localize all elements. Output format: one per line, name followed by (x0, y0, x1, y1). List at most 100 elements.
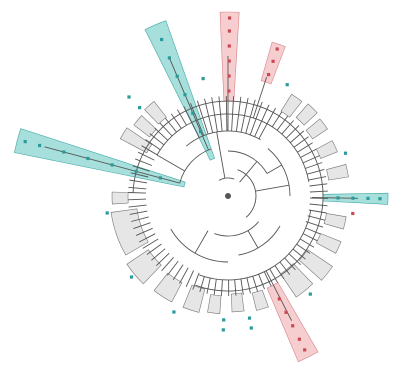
branch-57 (269, 268, 279, 284)
tip-marker-17 (134, 169, 138, 173)
branch-30 (276, 115, 289, 131)
clade-highlight-layer (14, 11, 389, 363)
collapsed-clade-18 (126, 249, 162, 285)
branch-arc-11 (237, 169, 257, 218)
branch-arc-12 (218, 177, 235, 181)
branch-39 (306, 168, 325, 175)
branch-72 (172, 264, 184, 280)
collapsed-clade-16 (182, 284, 206, 313)
branch-27 (254, 104, 270, 137)
branch-42 (309, 190, 328, 193)
branch-arc-5 (267, 148, 291, 197)
collapsed-clade-8 (326, 164, 349, 181)
tip-marker-19 (86, 156, 90, 161)
highlight-teal-top-left (144, 20, 215, 161)
branch-70 (185, 270, 195, 287)
tip-marker-27 (277, 297, 281, 301)
branch-50 (299, 238, 315, 248)
tip-marker-43 (105, 211, 109, 215)
branch-12 (164, 117, 177, 133)
branch-97 (255, 184, 290, 192)
tip-marker-16 (158, 176, 162, 180)
branch-74 (161, 257, 174, 272)
tip-marker-8 (227, 74, 231, 78)
tip-marker-14 (271, 59, 275, 63)
branch-28 (258, 107, 276, 140)
tip-marker-6 (160, 37, 164, 42)
branch-54 (284, 257, 296, 271)
tip-marker-32 (138, 106, 142, 110)
branch-85 (128, 198, 147, 201)
branch-21 (225, 95, 228, 132)
collapsed-clade-3 (144, 100, 167, 125)
tip-marker-3 (183, 93, 187, 97)
collapsed-clade-4 (280, 93, 303, 118)
highlight-teal-right (322, 192, 389, 205)
branch-arc-2 (156, 113, 310, 182)
tip-marker-35 (351, 211, 355, 216)
tip-marker-45 (285, 83, 289, 87)
tip-marker-10 (227, 44, 231, 48)
branch-79 (138, 233, 156, 243)
branch-13 (170, 113, 182, 129)
tip-marker-26 (378, 197, 382, 201)
collapsed-clade-9 (323, 213, 347, 230)
collapsed-clade-15 (207, 294, 222, 315)
tip-marker-21 (38, 143, 42, 148)
branch-86 (128, 192, 147, 194)
tip-marker-28 (284, 310, 288, 314)
tip-marker-18 (110, 163, 114, 167)
tip-marker-20 (62, 150, 66, 154)
branch-71 (179, 267, 189, 284)
collapsed-clade-5 (295, 103, 318, 126)
branch-9 (149, 133, 165, 146)
branch-arc-3 (199, 210, 312, 281)
branch-8 (145, 139, 161, 151)
branch-31 (281, 120, 294, 135)
branch-99 (239, 161, 258, 183)
branch-layer (44, 56, 359, 321)
branch-96 (194, 230, 209, 254)
branch-37 (302, 155, 320, 164)
tip-marker-44 (201, 77, 205, 81)
tree-root (225, 193, 231, 199)
branch-91 (311, 197, 359, 199)
branch-6 (137, 151, 155, 161)
branch-40 (308, 176, 327, 181)
tip-marker-23 (336, 196, 340, 200)
branch-89 (252, 76, 268, 119)
branch-4 (132, 165, 150, 172)
branch-77 (146, 243, 162, 255)
branch-61 (246, 277, 251, 294)
tip-marker-41 (172, 310, 176, 314)
branch-56 (274, 265, 285, 280)
branch-arc-10 (214, 221, 259, 237)
branch-59 (258, 274, 265, 290)
collapsed-clade-11 (298, 249, 333, 281)
collapsed-clade-7 (315, 140, 338, 159)
tip-marker-13 (267, 73, 271, 77)
branch-33 (290, 130, 305, 143)
tip-marker-31 (303, 348, 307, 352)
branch-11 (159, 122, 173, 137)
branch-20 (218, 96, 223, 132)
branch-17 (196, 100, 209, 135)
branch-10 (154, 127, 169, 141)
collapsed-clade-13 (251, 289, 269, 311)
tip-marker-37 (247, 316, 252, 320)
branch-24 (240, 97, 249, 133)
branch-36 (300, 148, 317, 158)
branch-60 (252, 276, 259, 292)
branch-25 (245, 99, 256, 134)
branch-45 (308, 209, 327, 214)
branch-34 (293, 136, 309, 148)
tip-marker-11 (227, 29, 231, 33)
branch-48 (305, 227, 321, 235)
branch-2 (129, 179, 148, 184)
branch-52 (292, 248, 306, 260)
branch-19 (211, 97, 218, 132)
tip-marker-24 (351, 196, 355, 200)
branch-14 (177, 109, 187, 126)
tip-marker-34 (343, 151, 348, 155)
